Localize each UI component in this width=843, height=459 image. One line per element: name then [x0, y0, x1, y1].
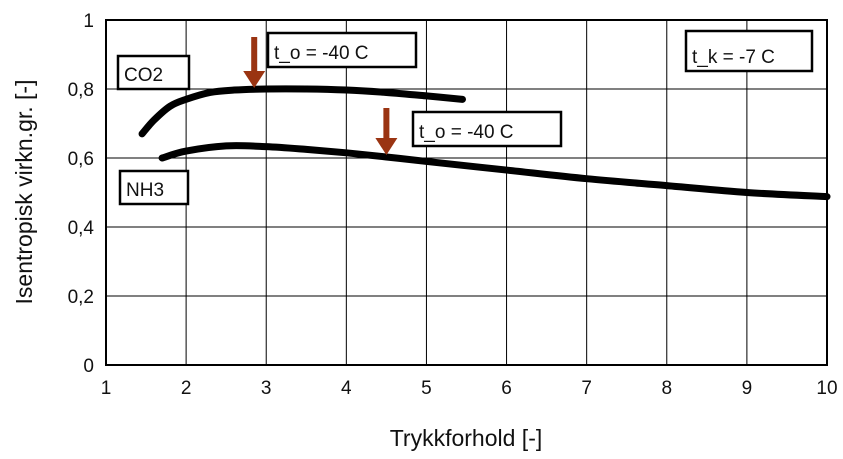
y-tick-labels: 0 0,2 0,4 0,6 0,8 1 [68, 11, 95, 377]
y-axis-title: Isentropisk virkn.gr. [-] [11, 80, 37, 305]
x-tick-label: 10 [816, 378, 837, 399]
x-tick-label: 4 [341, 378, 352, 399]
annotation-to-co2-box [266, 31, 418, 69]
y-tick-label: 0,8 [68, 80, 94, 101]
annotations: CO2 NH3 t_o = -40 C t_o = -40 C t_k = -7 C [116, 29, 814, 206]
annotation-to-nh3: t_o = -40 C [419, 122, 514, 143]
x-tick-label: 8 [661, 378, 672, 399]
y-tick-label: 0 [83, 356, 94, 377]
series-label-nh3-box [118, 169, 190, 206]
x-tick-label: 7 [581, 378, 592, 399]
y-tick-label: 0,6 [68, 149, 94, 170]
y-tick-label: 0,4 [68, 218, 95, 239]
series-line-nh3 [158, 142, 831, 201]
series-label-co2: CO2 [124, 65, 163, 86]
annotation-tk-box [684, 29, 814, 73]
x-axis-title: Trykkforhold [-] [390, 425, 543, 451]
arrow-co2-head [243, 71, 266, 88]
x-tick-label: 9 [742, 378, 753, 399]
arrow-co2-shaft [251, 37, 258, 72]
x-tick-label: 1 [101, 378, 112, 399]
arrow-nh3-shaft [383, 108, 390, 139]
series-label-co2-box [116, 54, 191, 91]
arrow-nh3-head [375, 138, 398, 155]
series [138, 85, 831, 201]
x-tick-label: 5 [421, 378, 432, 399]
x-tick-labels: 1 2 3 4 5 6 7 8 9 10 [101, 378, 838, 399]
x-tick-label: 3 [261, 378, 272, 399]
series-label-nh3: NH3 [126, 180, 164, 201]
x-tick-label: 2 [181, 378, 192, 399]
annotation-to-co2: t_o = -40 C [274, 43, 369, 64]
x-tick-label: 6 [501, 378, 512, 399]
plot-frame [105, 19, 828, 366]
series-line-co2 [138, 85, 466, 138]
y-tick-label: 0,2 [68, 287, 94, 308]
y-tick-label: 1 [83, 11, 94, 32]
annotation-to-nh3-box [411, 110, 563, 148]
annotation-tk: t_k = -7 C [692, 47, 775, 68]
